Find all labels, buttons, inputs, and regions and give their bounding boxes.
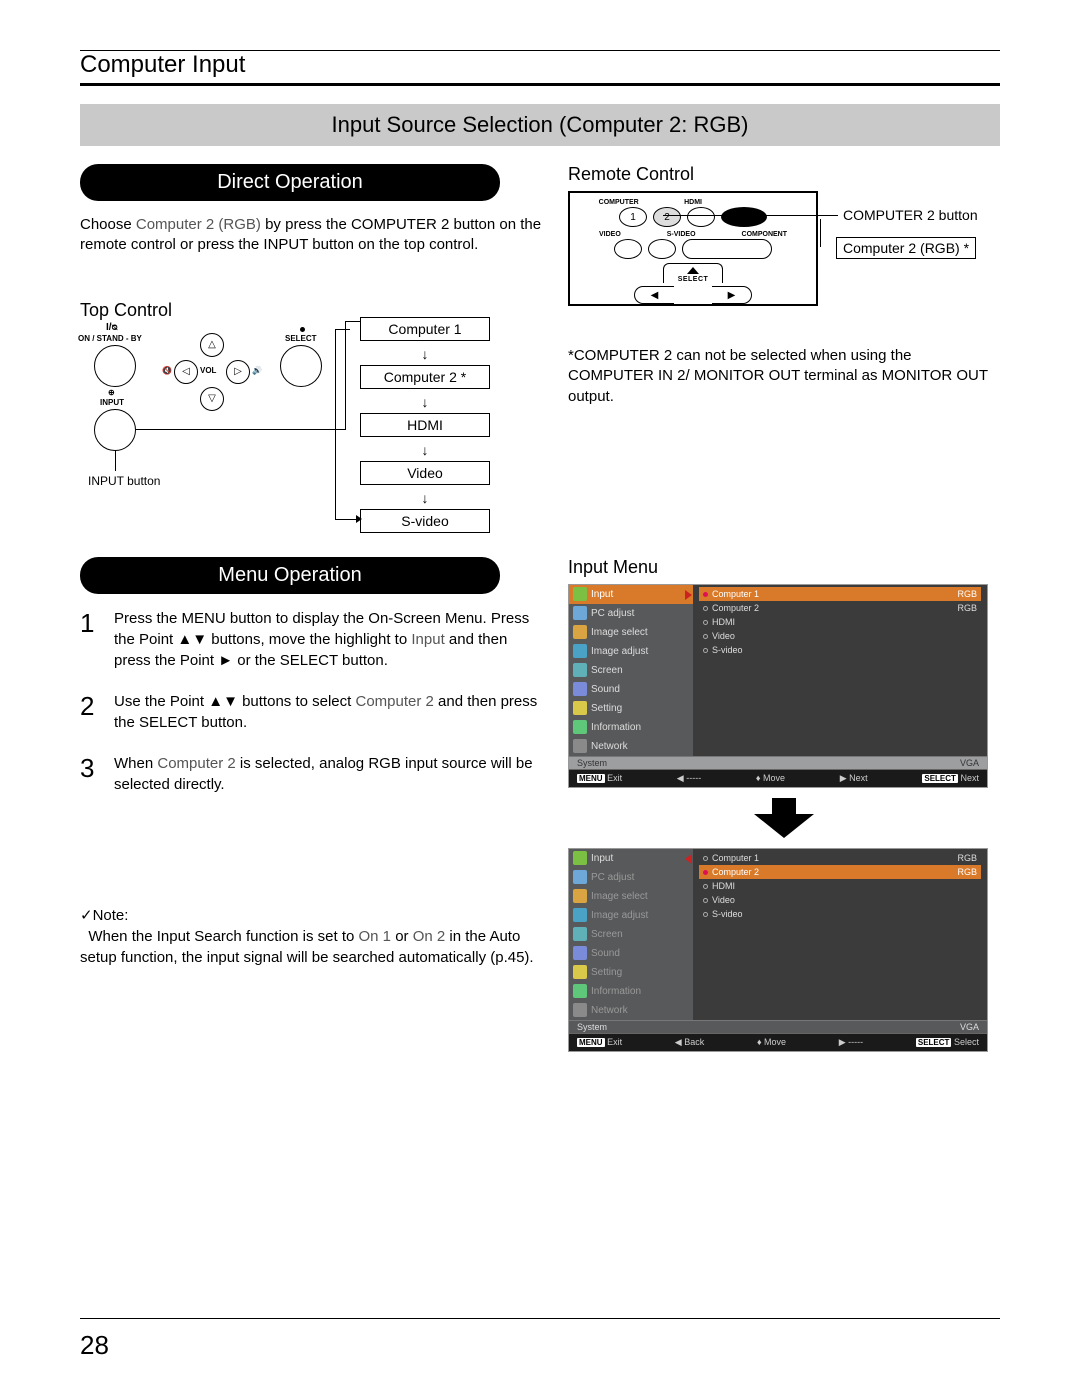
input-menu-label: Input Menu [568,557,1000,578]
remote-control-label: Remote Control [568,164,1000,185]
step-1: 1 Press the MENU button to display the O… [80,608,548,671]
computer2-rgb-box: Computer 2 (RGB) * [836,237,976,259]
input-menu-screenshot-2: InputPC adjustImage selectImage adjustSc… [568,848,988,1052]
input-flow: Computer 1 ↓ Computer 2 * ↓ HDMI ↓ Video… [350,317,500,539]
top-control-diagram: I/ᴓ ON / STAND - BY △ ▽ ◁ ▷ VOL 🔇 🔊 SELE… [80,327,500,527]
note: ✓Note: When the Input Search function is… [80,905,548,968]
down-arrow-icon [754,798,814,838]
remote-diagram: COMPUTER HDMI 1 2 VIDEO S-VIDEO COMPONEN… [568,191,818,306]
step-3: 3 When Computer 2 is selected, analog RG… [80,753,548,795]
input-menu-screenshot-1: InputPC adjustImage selectImage adjustSc… [568,584,988,788]
direct-operation-text: Choose Computer 2 (RGB) by press the COM… [80,215,548,256]
title-bar: Input Source Selection (Computer 2: RGB) [80,104,1000,146]
menu-operation-pill: Menu Operation [80,557,500,594]
step-2: 2 Use the Point ▲▼ buttons to select Com… [80,691,548,733]
computer2-button-callout: COMPUTER 2 button [843,207,978,223]
footer-line [80,1318,1000,1319]
direct-operation-pill: Direct Operation [80,164,500,201]
footnote: *COMPUTER 2 can not be selected when usi… [568,346,1000,407]
section-header: Computer Input [80,50,1000,86]
page-number: 28 [80,1330,109,1361]
